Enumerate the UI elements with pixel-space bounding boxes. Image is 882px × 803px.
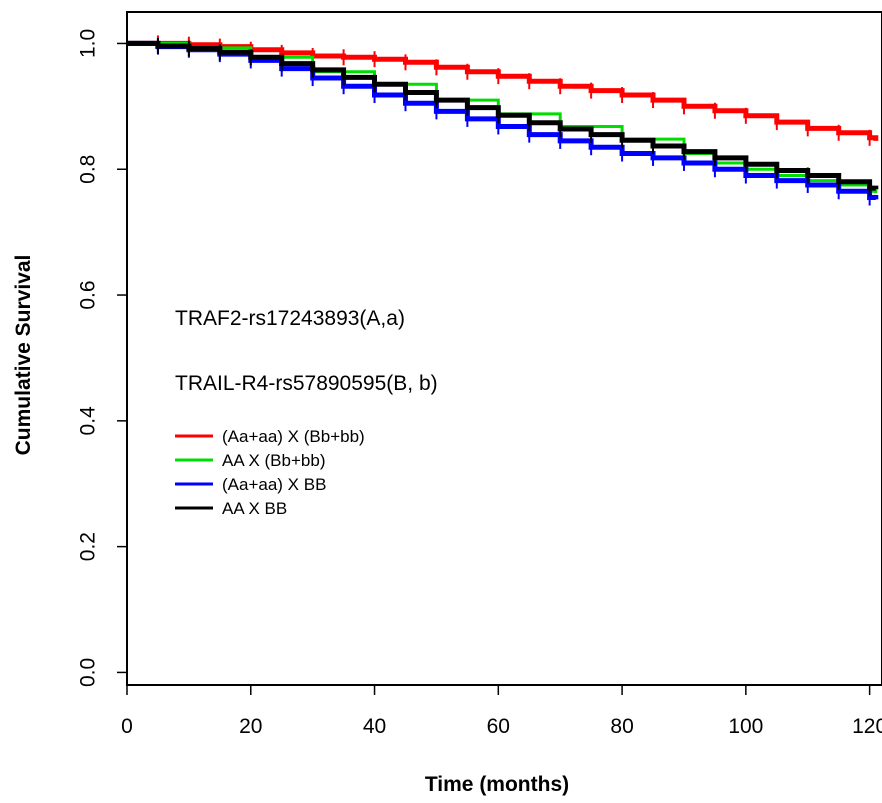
y-tick-label: 0.8 [77,155,100,184]
legend-label: (Aa+aa) X (Bb+bb) [222,427,365,446]
legend-label: AA X (Bb+bb) [222,451,325,470]
legend-label: (Aa+aa) X BB [222,475,326,494]
legend: (Aa+aa) X (Bb+bb) AA X (Bb+bb) (Aa+aa) X B… [175,427,365,518]
y-tick-label: 1.0 [77,29,100,58]
series-layer [127,35,879,206]
x-tick-label: 80 [610,715,633,738]
x-tick-label: 100 [728,715,763,738]
x-axis-label: Time (months) [425,773,569,796]
x-tick-label: 60 [487,715,510,738]
y-tick-label: 0.2 [77,532,100,561]
annotation-text: TRAIL-R4-rs57890595(B, b) [175,372,438,395]
y-tick-label: 0.6 [77,280,100,309]
y-axis: 0.0 0.2 0.4 0.6 0.8 1.0 [77,29,127,687]
x-tick-label: 40 [363,715,386,738]
series-line [127,40,879,200]
y-tick-label: 0.4 [77,406,100,436]
legend-label: AA X BB [222,499,287,518]
x-axis: 0 20 40 60 80 100 120 [121,685,882,738]
x-tick-label: 120 [852,715,882,738]
y-axis-label: Cumulative Survival [12,255,35,456]
y-tick-label: 0.0 [77,658,100,687]
x-tick-label: 0 [121,715,133,738]
x-tick-label: 20 [239,715,262,738]
annotation-layer: TRAF2-rs17243893(A,a) TRAIL-R4-rs5789059… [175,307,438,395]
annotation-text: TRAF2-rs17243893(A,a) [175,307,405,330]
plot-frame [126,11,882,686]
